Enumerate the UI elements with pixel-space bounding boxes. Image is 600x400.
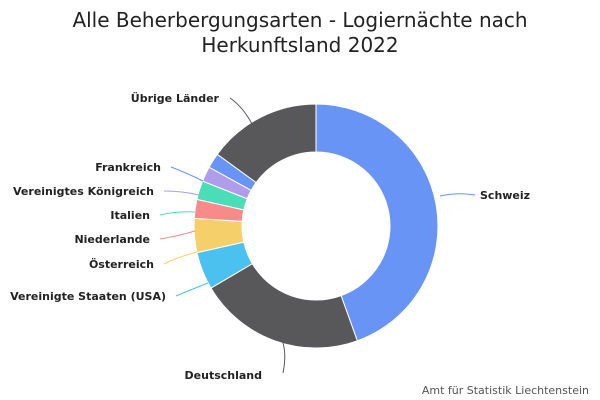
connector-6 (163, 190, 200, 196)
connector-8 (229, 97, 253, 125)
slice-label-8: Übrige Länder (131, 91, 220, 105)
connector-0 (439, 193, 476, 197)
slice-label-3: Österreich (89, 257, 154, 271)
slice-label-1: Deutschland (185, 369, 262, 382)
slice-label-7: Frankreich (95, 161, 161, 174)
chart-title-line2: Herkunftsland 2022 (201, 33, 398, 57)
slice-0[interactable] (315, 103, 439, 342)
slice-label-2: Vereinigte Staaten (USA) (10, 290, 166, 303)
connector-3 (163, 251, 198, 265)
chart-credit: Amt für Statistik Liechtenstein (422, 384, 589, 397)
connector-2 (175, 282, 209, 297)
slice-label-0: Schweiz (480, 189, 530, 202)
slice-label-5: Italien (110, 209, 150, 222)
connector-7 (170, 166, 204, 182)
slices-group (193, 103, 439, 349)
slice-1[interactable] (210, 262, 358, 349)
chart-title-line1: Alle Beherbergungsarten - Logiernächte n… (72, 8, 527, 32)
connector-4 (159, 230, 196, 240)
slice-label-4: Niederlande (74, 233, 150, 246)
connector-1 (281, 339, 286, 374)
slice-label-6: Vereinigtes Königreich (13, 185, 154, 198)
labels-group: Schweiz Deutschland Vereinigte Staaten (US… (10, 91, 530, 382)
slice-8[interactable] (216, 103, 317, 184)
connector-5 (159, 211, 196, 216)
